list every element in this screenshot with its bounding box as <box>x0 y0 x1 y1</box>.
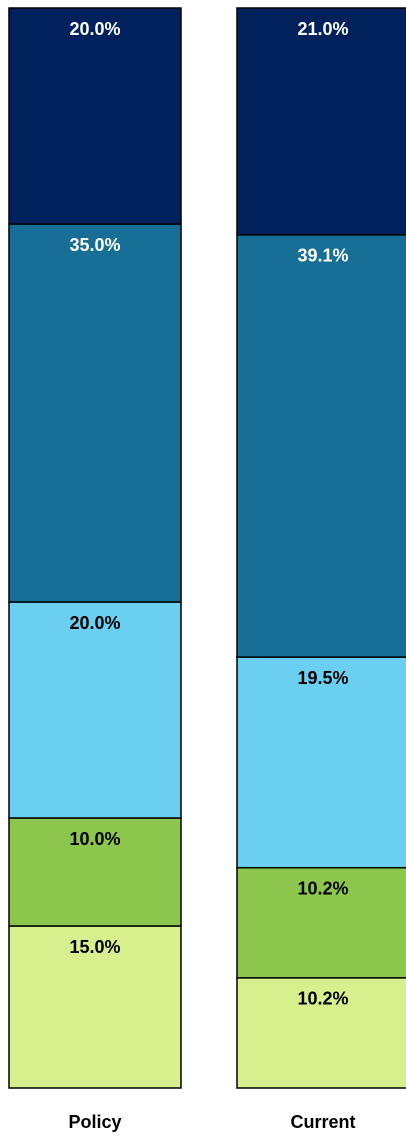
value-label: 19.5% <box>297 668 348 688</box>
value-label: 35.0% <box>69 235 120 255</box>
bar-segment <box>236 866 406 979</box>
value-label: 15.0% <box>69 937 120 957</box>
value-label: 20.0% <box>69 613 120 633</box>
value-label: 39.1% <box>297 246 348 266</box>
bar-segment <box>8 601 182 819</box>
x-tick-label: Current <box>290 1112 355 1132</box>
value-label: 10.2% <box>297 989 348 1009</box>
bar-segment <box>8 7 182 225</box>
bar-segment <box>8 817 182 927</box>
value-label: 10.0% <box>69 829 120 849</box>
x-tick-label: Policy <box>68 1112 121 1132</box>
value-label: 20.0% <box>69 19 120 39</box>
value-label: 21.0% <box>297 19 348 39</box>
bar-segment <box>236 234 406 658</box>
value-label: 10.2% <box>297 878 348 898</box>
bar-segment <box>8 925 182 1089</box>
bar-segment <box>236 977 406 1089</box>
bar-segment <box>236 7 406 236</box>
bar-segment <box>8 223 182 603</box>
bar-segment <box>236 656 406 869</box>
